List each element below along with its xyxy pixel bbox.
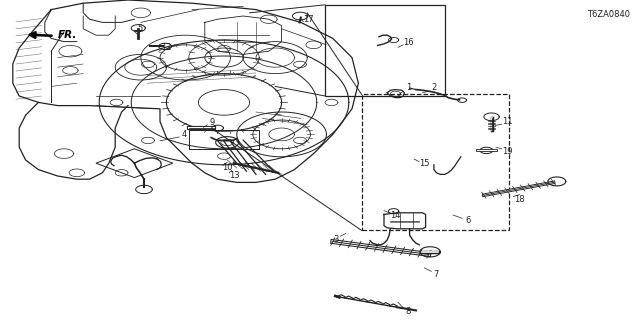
- Text: 18: 18: [515, 195, 525, 204]
- Text: 17: 17: [303, 15, 314, 24]
- Text: 6: 6: [466, 216, 471, 225]
- Text: 11: 11: [502, 117, 512, 126]
- Text: 14: 14: [390, 211, 400, 220]
- Text: 10: 10: [223, 163, 233, 172]
- Text: 5: 5: [137, 24, 142, 33]
- Text: 2: 2: [431, 83, 436, 92]
- Text: 16: 16: [403, 38, 413, 47]
- Text: T6ZA0840: T6ZA0840: [588, 10, 630, 19]
- Text: 8: 8: [406, 307, 411, 316]
- Text: FR.: FR.: [58, 30, 77, 40]
- Text: 19: 19: [502, 147, 512, 156]
- Text: 15: 15: [419, 159, 429, 168]
- Text: 9: 9: [210, 118, 215, 127]
- Text: 12: 12: [161, 43, 172, 52]
- Text: 4: 4: [182, 130, 187, 139]
- Text: 3: 3: [333, 235, 339, 244]
- Text: 7: 7: [434, 270, 439, 279]
- Text: 13: 13: [229, 171, 239, 180]
- Text: 1: 1: [406, 83, 411, 92]
